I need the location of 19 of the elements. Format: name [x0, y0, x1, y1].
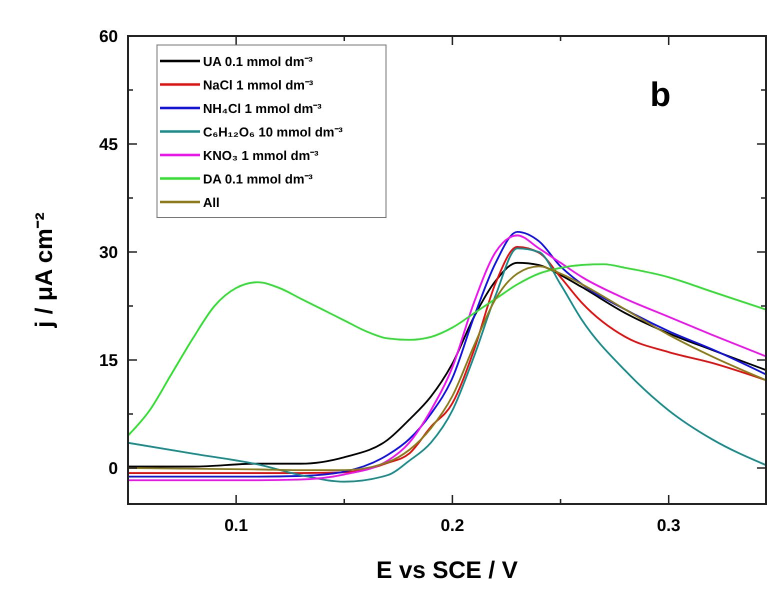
y-axis-title: j / μA cm⁻²	[31, 212, 58, 329]
x-axis-title: E vs SCE / V	[376, 557, 518, 584]
legend-label: C₆H₁₂O₆ 10 mmol dm⁻³	[203, 124, 344, 140]
y-tick-label: 15	[99, 351, 118, 370]
y-tick-label: 0	[108, 459, 118, 478]
x-tick-label: 0.1	[224, 516, 248, 535]
y-tick-label: 60	[99, 27, 118, 46]
y-tick-label: 30	[99, 243, 118, 262]
x-tick-label: 0.2	[440, 516, 464, 535]
legend-label: All	[203, 195, 220, 210]
legend-label: UA 0.1 mmol dm⁻³	[203, 54, 314, 69]
x-tick-label: 0.3	[656, 516, 680, 535]
y-tick-label: 45	[99, 135, 118, 154]
legend-label: NaCl 1 mmol dm⁻³	[203, 78, 314, 92]
annotation: b	[650, 76, 671, 114]
legend-label: KNO₃ 1 mmol dm⁻³	[203, 148, 320, 163]
legend-label: DA 0.1 mmol dm⁻³	[203, 172, 314, 186]
line-series	[128, 263, 766, 436]
legend-label: NH₄Cl 1 mmol dm⁻³	[203, 101, 322, 116]
